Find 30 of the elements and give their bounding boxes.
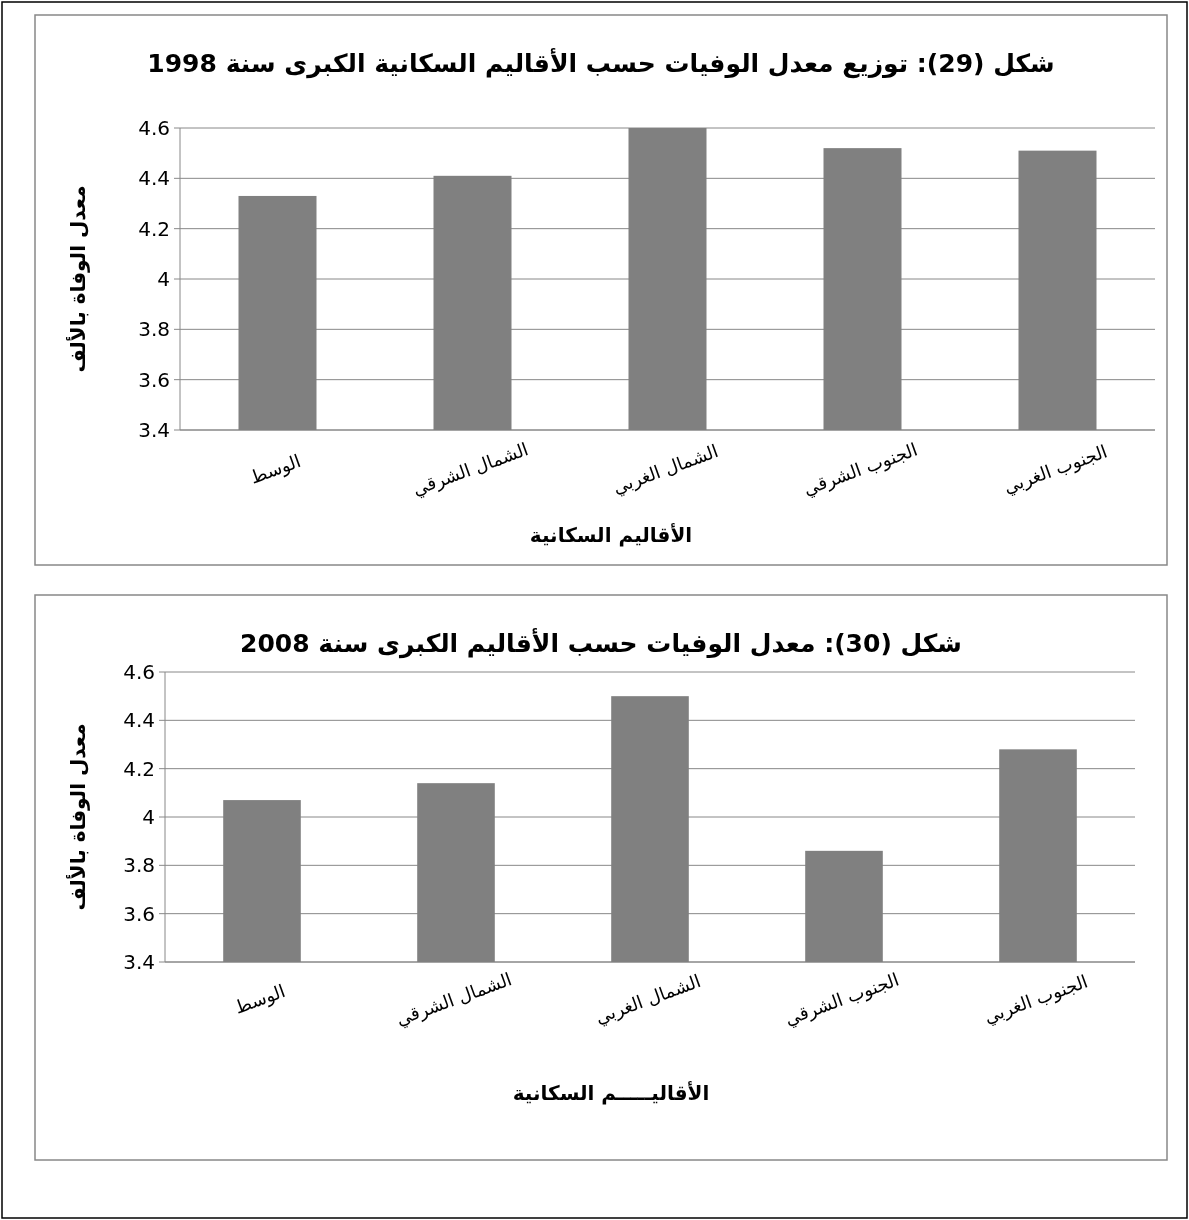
y-axis-title: معدل الوفاة بالألف xyxy=(65,185,90,373)
y-tick-label: 4.6 xyxy=(123,660,155,684)
y-axis-title: معدل الوفاة بالألف xyxy=(65,723,90,911)
x-tick-label: الشمال الغربي xyxy=(609,440,722,499)
x-tick-label: الشمال الغربي xyxy=(592,970,704,1029)
x-tick-label: الجنوب الغربي xyxy=(981,970,1091,1029)
y-tick-label: 3.4 xyxy=(123,950,155,974)
x-tick-label: الشمال الشرقي xyxy=(409,438,532,501)
y-tick-label: 4.6 xyxy=(138,116,170,140)
y-tick-label: 4 xyxy=(142,805,155,829)
y-tick-label: 3.8 xyxy=(123,853,155,878)
x-tick-label: الوسط xyxy=(231,980,289,1019)
y-tick-label: 3.6 xyxy=(123,901,155,926)
x-tick-label: الجنوب الغربي xyxy=(1000,440,1111,499)
x-axis-title: الأقاليـــــم السكانية xyxy=(512,1080,710,1105)
y-tick-label: 3.4 xyxy=(138,418,170,442)
y-tick-label: 4.4 xyxy=(123,708,155,733)
x-tick-label: الشمال الشرقي xyxy=(393,968,515,1031)
x-tick-label: الجنوب الشرقي xyxy=(781,968,902,1031)
chart-title: شكل (30): معدل الوفيات حسب الأقاليم الكبرى سنة 2008 xyxy=(240,628,962,659)
chart-title: شكل (29): توزيع معدل الوفيات حسب الأقاليم السكانية الكبرى سنة 1998 xyxy=(147,48,1055,79)
y-tick-label: 3.6 xyxy=(138,367,170,392)
y-tick-label: 3.8 xyxy=(138,317,170,342)
x-axis-title: الأقاليم السكانية xyxy=(529,522,693,547)
x-tick-label: الوسط xyxy=(247,450,304,489)
y-tick-label: 4.4 xyxy=(138,166,170,191)
y-tick-label: 4 xyxy=(157,267,170,291)
y-tick-label: 4.2 xyxy=(138,216,170,241)
x-tick-label: الجنوب الشرقي xyxy=(800,438,921,501)
y-tick-label: 4.2 xyxy=(123,756,155,781)
